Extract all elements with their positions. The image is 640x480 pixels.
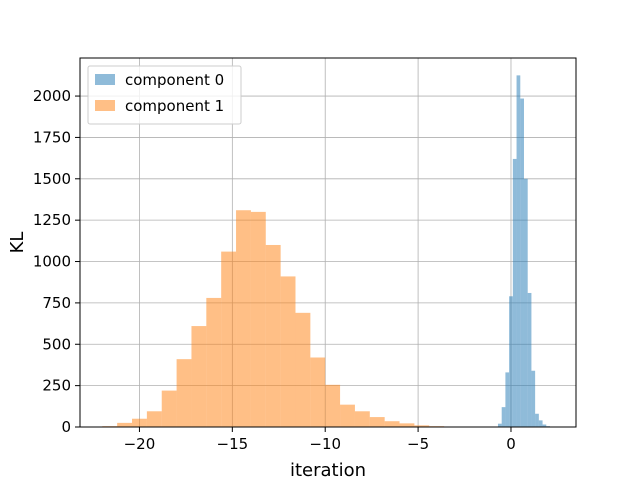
y-tick-label: 1250 — [33, 211, 71, 229]
y-axis-label: KL — [7, 232, 28, 254]
histogram-bar-component-1 — [206, 297, 222, 427]
y-tick-label: 500 — [42, 335, 71, 353]
y-tick-label: 750 — [42, 294, 71, 312]
histogram-bar-component-1 — [117, 422, 133, 427]
histogram-bar-component-1 — [265, 244, 281, 427]
histogram-bar-component-0 — [516, 75, 521, 427]
histogram-bar-component-0 — [535, 413, 539, 427]
x-tick-label: −15 — [217, 435, 249, 453]
histogram-bar-component-0 — [497, 423, 502, 427]
y-tick-label: 250 — [42, 377, 71, 395]
x-tick-label: −20 — [124, 435, 156, 453]
legend: component 0 component 1 — [87, 65, 242, 125]
histogram-bar-component-1 — [146, 411, 162, 427]
legend-swatch-component-0 — [95, 74, 115, 85]
histogram-bar-component-1 — [250, 211, 266, 427]
histogram-bar-component-0 — [527, 292, 532, 427]
x-tick-label: 0 — [506, 435, 516, 453]
axis-ticks: −20 −15 −10 −5 0 0 250 500 750 1000 1250 1500 1750 20… — [33, 87, 516, 453]
y-tick-label: 1750 — [33, 128, 71, 146]
legend-label-component-0: component 0 — [125, 71, 224, 89]
x-tick-label: −5 — [407, 435, 429, 453]
histogram-bar-component-1 — [221, 251, 237, 427]
y-tick-label: 1000 — [33, 253, 71, 271]
histogram-bar-component-1 — [236, 210, 251, 427]
y-tick-label: 1500 — [33, 170, 71, 188]
x-axis-label: iteration — [290, 460, 366, 480]
histogram-bar-component-1 — [176, 359, 192, 427]
legend-swatch-component-1 — [95, 100, 115, 111]
legend-box — [87, 65, 242, 125]
histogram-bar-component-1 — [325, 384, 341, 427]
histogram-bar-component-0 — [520, 98, 524, 428]
histogram-bar-component-0 — [523, 178, 528, 427]
histogram-bar-component-1 — [414, 425, 430, 427]
histogram-bar-component-1 — [354, 411, 370, 427]
y-tick-label: 2000 — [33, 87, 71, 105]
histogram-bar-component-1 — [280, 276, 296, 427]
histogram-bar-component-1 — [161, 390, 177, 427]
histogram-bar-component-0 — [531, 370, 536, 427]
histogram-bars — [102, 75, 554, 428]
histogram-bar-component-1 — [369, 417, 385, 427]
plot-frame — [79, 57, 577, 428]
histogram-bar-component-1 — [132, 418, 147, 427]
grid-lines — [80, 58, 576, 428]
histogram-bar-component-0 — [509, 296, 513, 427]
histogram-bar-component-0 — [538, 420, 543, 427]
histogram-bar-component-1 — [310, 357, 326, 427]
x-tick-label: −10 — [309, 435, 341, 453]
histogram-bar-component-0 — [512, 158, 517, 427]
histogram-bar-component-0 — [542, 424, 547, 427]
histogram-bar-component-1 — [295, 312, 311, 427]
histogram-bar-component-1 — [384, 421, 400, 427]
legend-label-component-1: component 1 — [125, 97, 224, 115]
histogram-bar-component-1 — [399, 423, 415, 427]
histogram-bar-component-1 — [340, 404, 355, 427]
histogram-bar-component-0 — [505, 372, 510, 427]
histogram-bar-component-0 — [501, 407, 506, 427]
histogram-bar-component-1 — [191, 326, 207, 427]
y-tick-label: 0 — [61, 418, 71, 436]
